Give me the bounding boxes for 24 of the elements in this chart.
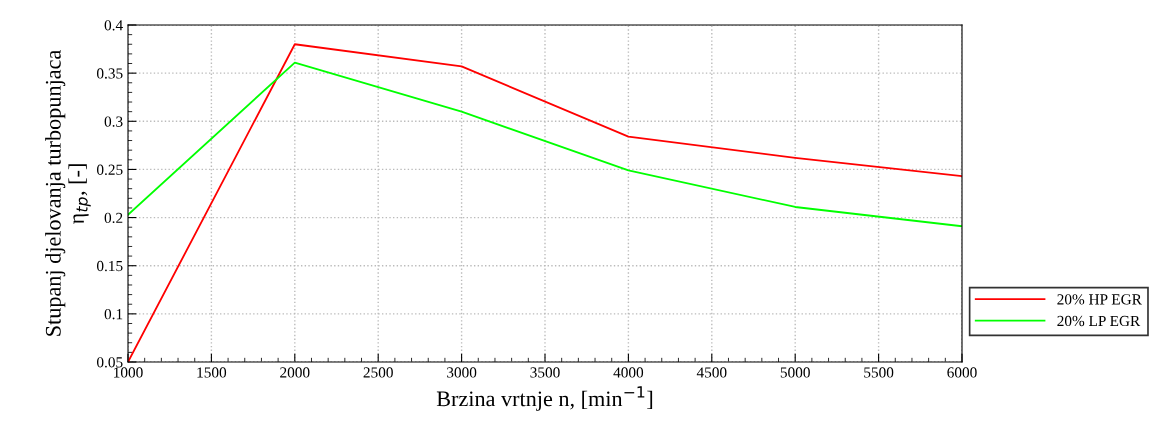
x-tick-label: 4500 [696,367,727,378]
y-tick-label: 0.1 [104,309,123,320]
y-tick-label: 0.4 [104,20,123,31]
legend-label: 20% LP EGR [1057,315,1141,327]
y-tick-label: 0.25 [96,164,123,175]
y-tick-label: 0.35 [96,68,123,79]
x-tick-label: 6000 [947,367,977,378]
x-tick-label: 2500 [363,367,393,378]
x-tick-label: 3500 [530,367,560,378]
legend-label: 20% HP EGR [1057,294,1142,305]
x-tick-label: 5000 [780,367,810,378]
x-tick-label: 1500 [197,367,227,378]
line-series [128,61,962,228]
x-tick-label: 1000 [114,367,143,378]
y-tick-label: 0.3 [104,116,123,127]
x-tick-label: 3000 [447,367,477,378]
y-axis-title: Stupanj djelovanja turbopunjaca η$_{tp}$, [-] [45,50,91,336]
x-tick-label: 5500 [864,367,894,378]
x-tick-label: 2000 [280,367,310,378]
x-axis-title: Brzina vrtnje n, [min$^{−1}$] [436,386,653,411]
y-tick-label: 0.15 [96,260,123,272]
x-tick-label: 4000 [613,367,644,378]
y-tick-label: 0.2 [104,212,123,224]
y-tick-label: 0.05 [96,357,123,368]
